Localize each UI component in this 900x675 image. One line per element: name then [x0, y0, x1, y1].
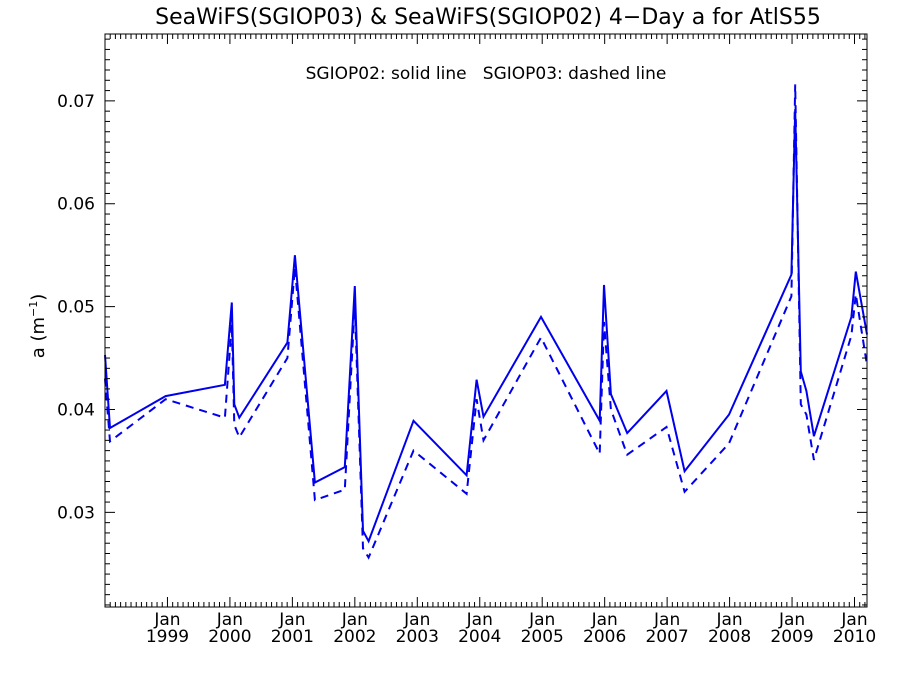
x-tick-label-year: 2007	[645, 627, 688, 647]
y-axis-label-exponent: −1	[27, 301, 40, 317]
series-line-sgiop02	[104, 109, 868, 544]
x-tick-label-year: 2006	[583, 627, 626, 647]
x-tick-label-month: Jan	[715, 610, 742, 630]
x-tick-label-year: 2001	[271, 627, 314, 647]
x-tick-label-month: Jan	[528, 610, 555, 630]
x-tick-label-year: 2010	[833, 627, 876, 647]
x-tick-label-month: Jan	[591, 610, 618, 630]
x-tick-label-month: Jan	[840, 610, 867, 630]
y-tick-label: 0.07	[57, 92, 95, 112]
x-tick-label-year: 2009	[770, 627, 813, 647]
y-tick-label: 0.06	[57, 195, 95, 215]
plot-frame	[104, 33, 868, 608]
x-tick-label-month: Jan	[278, 610, 305, 630]
x-tick-label-month: Jan	[403, 610, 430, 630]
y-tick-label: 0.03	[57, 503, 95, 523]
x-tick-label-year: 2002	[333, 627, 376, 647]
line-style-legend-note: SGIOP02: solid line SGIOP03: dashed line	[306, 64, 667, 84]
y-axis-label: a (m−1)	[27, 294, 49, 359]
y-axis-label-main: a (m	[28, 317, 49, 358]
chart-title: SeaWiFS(SGIOP03) & SeaWiFS(SGIOP02) 4−Da…	[155, 5, 821, 30]
x-tick-label-month: Jan	[466, 610, 493, 630]
x-tick-label-month: Jan	[653, 610, 680, 630]
y-axis-label-close: )	[28, 294, 49, 301]
x-tick-label-month: Jan	[778, 610, 805, 630]
x-tick-label-year: 2003	[396, 627, 439, 647]
x-tick-label-year: 2005	[521, 627, 564, 647]
series-layer	[104, 84, 868, 560]
x-tick-label-year: 1999	[146, 627, 189, 647]
y-tick-label: 0.05	[57, 298, 95, 318]
x-tick-label-year: 2000	[208, 627, 251, 647]
axes-layer: 0.030.040.050.060.07Jan1999Jan2000Jan200…	[57, 33, 876, 647]
x-tick-label-year: 2008	[708, 627, 751, 647]
x-tick-label-month: Jan	[216, 610, 243, 630]
x-tick-label-year: 2004	[458, 627, 501, 647]
series-line-sgiop03	[104, 84, 868, 560]
x-tick-label-month: Jan	[341, 610, 368, 630]
x-tick-label-month: Jan	[153, 610, 180, 630]
y-tick-label: 0.04	[57, 400, 95, 420]
